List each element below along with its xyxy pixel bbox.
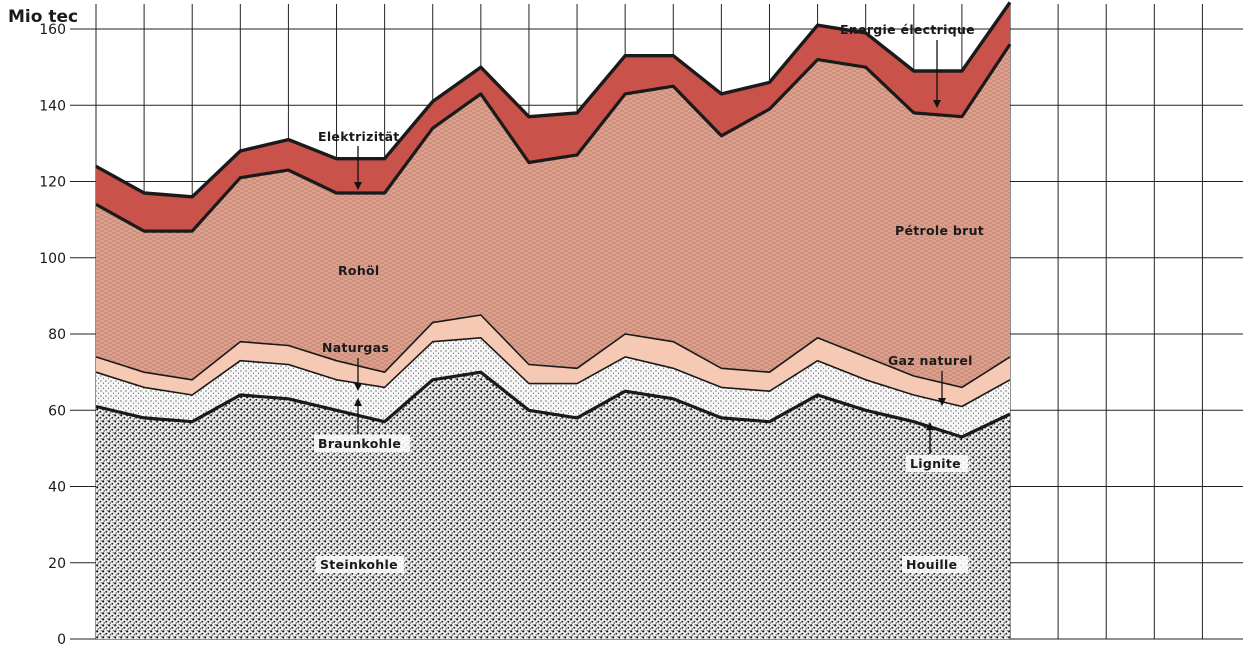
arrow-icon bbox=[926, 422, 934, 430]
label-energie-electrique: Energie électrique bbox=[840, 22, 975, 37]
y-tick-label: 100 bbox=[39, 251, 66, 267]
label-lignite: Lignite bbox=[910, 456, 961, 471]
arrow-icon bbox=[354, 398, 362, 406]
area-naturgas bbox=[96, 315, 1010, 407]
y-tick-label: 80 bbox=[48, 327, 66, 343]
braunkohle-label-group: Braunkohle bbox=[314, 398, 410, 452]
y-tick-label: 160 bbox=[39, 22, 66, 38]
gaz-naturel-label-group: Gaz naturel bbox=[888, 353, 973, 406]
label-gaz-naturel: Gaz naturel bbox=[888, 353, 973, 368]
energie-label-group: Energie électrique bbox=[840, 22, 975, 108]
area-braunkohle bbox=[96, 337, 1010, 437]
label-steinkohle-bg bbox=[316, 556, 404, 573]
arrow-icon bbox=[354, 182, 362, 190]
area-rohoel bbox=[96, 44, 1010, 388]
label-houille: Houille bbox=[906, 557, 957, 572]
label-naturgas: Naturgas bbox=[322, 340, 389, 355]
arrow-icon bbox=[938, 398, 946, 406]
y-axis: 0 20 40 60 80 100 120 140 160 bbox=[39, 22, 66, 648]
y-tick-label: 0 bbox=[57, 632, 66, 648]
label-elektrizitaet: Elektrizität bbox=[318, 129, 400, 144]
label-braunkohle: Braunkohle bbox=[318, 436, 401, 451]
y-tick-label: 120 bbox=[39, 175, 66, 191]
label-houille-bg bbox=[902, 556, 968, 573]
line-elektrizitaet bbox=[95, 1, 1012, 199]
naturgas-label-group: Naturgas bbox=[322, 340, 389, 391]
y-tick-label: 60 bbox=[48, 403, 66, 419]
line-rohoel bbox=[95, 43, 1012, 233]
y-tick-label: 40 bbox=[48, 480, 66, 496]
y-tick-label: 140 bbox=[39, 98, 66, 114]
label-braunkohle-bg bbox=[314, 435, 410, 452]
y-axis-unit: Mio tec bbox=[8, 7, 78, 27]
label-lignite-bg bbox=[906, 455, 968, 472]
lignite-label-group: Lignite bbox=[906, 422, 968, 472]
label-rohoel: Rohöl bbox=[338, 263, 379, 278]
label-petrole-brut: Pétrole brut bbox=[895, 223, 984, 238]
line-braunkohle bbox=[95, 337, 1011, 408]
arrow-icon bbox=[933, 100, 941, 108]
label-steinkohle: Steinkohle bbox=[320, 557, 398, 572]
y-tick-label: 20 bbox=[48, 556, 66, 572]
arrow-icon bbox=[354, 383, 362, 391]
area-elektrizitaet bbox=[96, 2, 1010, 232]
series-lines bbox=[95, 1, 1012, 439]
line-steinkohle bbox=[95, 370, 1011, 439]
line-naturgas bbox=[95, 314, 1011, 389]
area-layer bbox=[96, 2, 1010, 639]
elektrizitaet-label-group: Elektrizität bbox=[318, 129, 400, 190]
